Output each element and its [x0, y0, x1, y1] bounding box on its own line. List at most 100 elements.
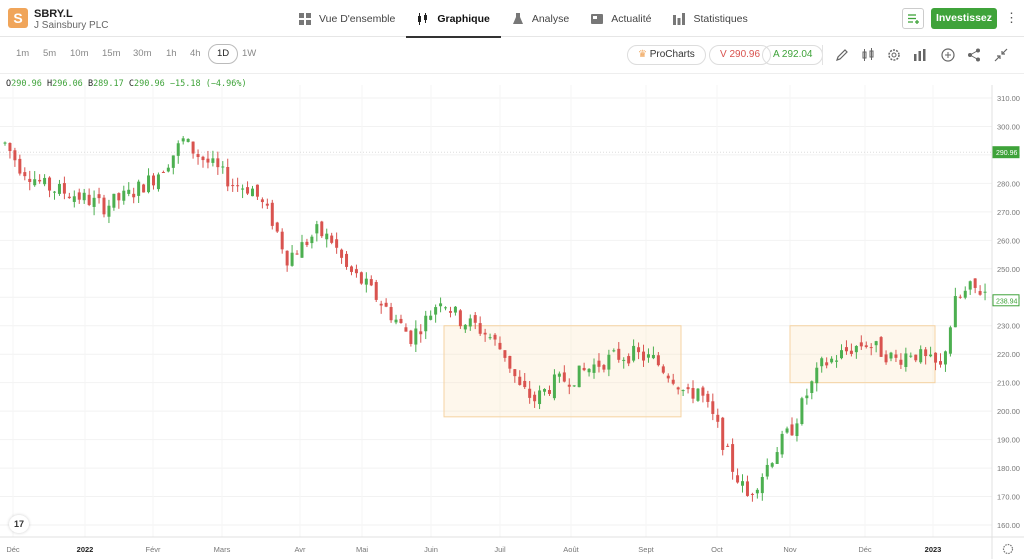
collapse-icon[interactable] — [993, 47, 1009, 63]
timeframe-15m[interactable]: 15m — [102, 48, 121, 59]
candle-body — [127, 189, 131, 194]
candle-body — [122, 190, 126, 201]
timeframe-1h[interactable]: 1h — [166, 48, 177, 59]
candle-body — [315, 224, 319, 234]
axis-settings-icon[interactable] — [1002, 543, 1014, 555]
gear-icon[interactable] — [886, 47, 902, 63]
candle-body — [201, 156, 205, 161]
candle-body — [825, 362, 829, 366]
timeframe-4h[interactable]: 4h — [190, 48, 201, 59]
x-tick-label: 2023 — [925, 545, 942, 554]
candle-body — [508, 355, 512, 369]
price-tag-label: 238.94 — [996, 298, 1018, 305]
candle-body — [671, 379, 675, 384]
chart-toolbar: 1m 5m 10m 15m 30m 1h 4h 1D 1W ♛ ProChart… — [0, 37, 1024, 74]
add-watchlist-button[interactable] — [902, 8, 924, 29]
tab-chart[interactable]: Graphique — [406, 0, 501, 38]
low-value: 289.17 — [93, 79, 124, 89]
candle-body — [859, 342, 863, 347]
y-tick-label: 310.00 — [997, 94, 1020, 103]
candle-body — [874, 341, 878, 346]
timeframe-10m[interactable]: 10m — [70, 48, 89, 59]
y-tick-label: 170.00 — [997, 493, 1020, 502]
candle-body — [765, 464, 769, 477]
candle-body — [968, 281, 972, 290]
candle-body — [637, 347, 641, 353]
tab-analysis[interactable]: Analyse — [501, 0, 580, 37]
candle-body — [379, 303, 383, 306]
watchlist-add-icon — [908, 14, 919, 24]
candle-body — [701, 387, 705, 396]
y-tick-label: 280.00 — [997, 179, 1020, 188]
tab-stats[interactable]: Statistiques — [662, 0, 758, 37]
candle-body — [186, 138, 190, 142]
candle-body — [929, 354, 933, 357]
candlestick-type-icon[interactable] — [860, 47, 876, 63]
candle-body — [48, 177, 52, 191]
timeframe-30m[interactable]: 30m — [133, 48, 152, 59]
candle-body — [706, 393, 710, 402]
candle-body — [869, 347, 873, 349]
candle-body — [681, 390, 685, 392]
candle-body — [142, 184, 146, 193]
invest-button[interactable]: Investissez — [931, 8, 997, 29]
candle-body — [503, 350, 507, 358]
candle-body — [755, 489, 759, 494]
candle-body — [275, 222, 279, 232]
candle-body — [844, 347, 848, 352]
candle-body — [696, 388, 700, 401]
candle-body — [488, 337, 492, 339]
tab-overview[interactable]: Vue D'ensemble — [288, 0, 406, 37]
add-comparison-icon[interactable] — [940, 47, 956, 63]
timeframe-5m[interactable]: 5m — [43, 48, 57, 59]
candle-body — [250, 188, 254, 197]
timeframe-1d[interactable]: 1D — [208, 44, 239, 64]
procharts-button[interactable]: ♛ ProCharts — [627, 45, 706, 65]
price-chart[interactable]: 310.00300.00290.00280.00270.00260.00250.… — [0, 85, 1024, 559]
candle-body — [785, 428, 789, 433]
buy-price-button[interactable]: A 292.04 — [762, 45, 824, 65]
candle-body — [622, 359, 626, 361]
candle-body — [904, 353, 908, 368]
candle-body — [137, 181, 141, 196]
candle-body — [18, 158, 22, 174]
timeframe-1w[interactable]: 1W — [242, 48, 257, 59]
high-value: 296.06 — [52, 79, 83, 89]
candle-body — [750, 493, 754, 495]
open-label: O — [6, 79, 12, 89]
candle-body — [473, 315, 477, 323]
toolbar-divider — [822, 45, 823, 65]
company-logo: S — [8, 8, 28, 28]
tab-overview-label: Vue D'ensemble — [319, 12, 396, 25]
indicators-icon[interactable] — [912, 47, 928, 63]
y-tick-label: 230.00 — [997, 322, 1020, 331]
more-options-icon[interactable]: ⋮ — [1005, 10, 1018, 25]
pencil-icon[interactable] — [834, 47, 850, 63]
share-icon[interactable] — [966, 47, 982, 63]
open-value: 290.96 — [11, 79, 42, 89]
candle-body — [295, 253, 299, 255]
candle-body — [285, 250, 289, 266]
tab-analysis-label: Analyse — [531, 12, 570, 25]
candle-body — [67, 196, 71, 199]
change-value: −15.18 (−4.96%) — [169, 79, 247, 89]
candle-body — [562, 372, 566, 382]
consolidation-zone — [443, 325, 682, 418]
candle-body — [948, 327, 952, 354]
candle-body — [864, 345, 868, 348]
candle-body — [117, 193, 121, 201]
tab-news[interactable]: Actualité — [580, 0, 662, 37]
timeframe-1m[interactable]: 1m — [16, 48, 30, 59]
candle-body — [587, 368, 591, 373]
y-tick-label: 160.00 — [997, 521, 1020, 530]
candle-body — [894, 354, 898, 358]
candles-icon — [418, 12, 428, 25]
candle-body — [394, 319, 398, 323]
candle-body — [523, 380, 527, 388]
candle-body — [468, 318, 472, 327]
candle-body — [72, 196, 76, 202]
candle-body — [745, 481, 749, 496]
candle-body — [414, 328, 418, 345]
candle-body — [790, 424, 794, 436]
candle-body — [879, 337, 883, 357]
